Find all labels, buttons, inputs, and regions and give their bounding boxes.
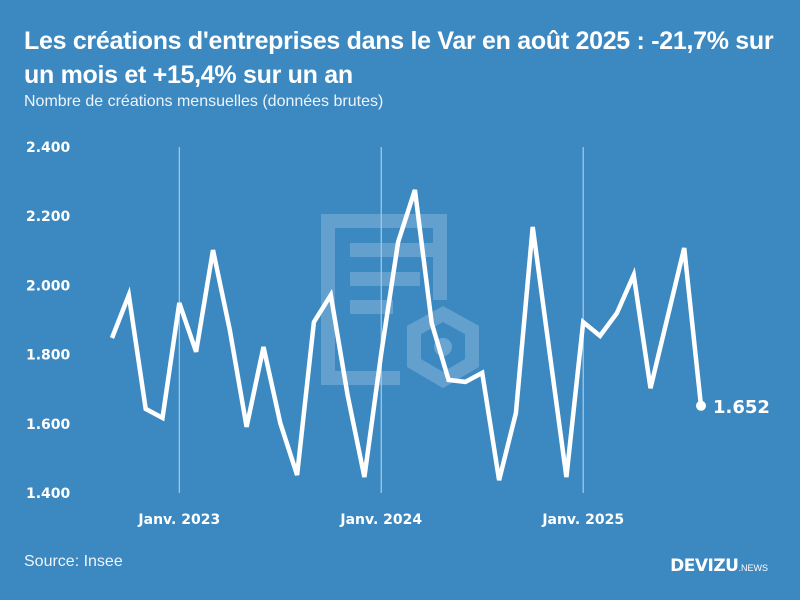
data-point [312,320,316,324]
data-point [379,351,383,355]
data-point [581,320,585,324]
data-point [447,378,451,382]
x-tick-label: Janv. 2023 [137,512,220,528]
data-point [632,273,636,277]
logo-suffix: .NEWS [738,563,768,573]
data-point [413,188,417,192]
x-tick-label: Janv. 2025 [541,512,624,528]
last-value-label: 1.652 [713,397,770,418]
data-point [665,316,669,320]
data-point [245,425,249,429]
x-tick-label: Janv. 2024 [339,512,422,528]
data-point [497,478,501,482]
x-axis: Janv. 2023 Janv. 2024 Janv. 2025 [137,512,624,528]
data-point [362,475,366,479]
y-tick-label: 2.200 [26,209,71,225]
data-point [615,311,619,315]
data-point [329,293,333,297]
data-point [211,248,215,252]
data-point [564,475,568,479]
data-point [346,393,350,397]
last-point-marker [696,400,706,411]
y-tick-label: 2.400 [26,140,71,156]
data-point [396,240,400,244]
y-tick-label: 1.400 [26,486,71,502]
data-point [228,328,232,332]
data-point [430,321,434,325]
series-line [109,189,704,481]
data-point [649,386,653,390]
y-axis: 1.400 1.600 1.800 2.000 2.200 2.400 [26,140,71,502]
data-point [682,246,686,250]
chart-subtitle: Nombre de créations mensuelles (données … [24,93,384,110]
y-tick-label: 2.000 [26,278,71,294]
y-tick-label: 1.600 [26,417,71,433]
data-point [261,345,265,349]
data-point [144,407,148,411]
data-point [514,411,518,415]
logo-brand: DEVIZU [670,556,739,576]
data-point [127,293,131,297]
source-note: Source: Insee [24,553,123,570]
data-point [463,380,467,384]
data-point [110,336,114,340]
data-point [548,350,552,354]
y-tick-label: 1.800 [26,348,71,364]
devizu-logo: DEVIZU.NEWS [670,556,768,576]
data-point [194,350,198,354]
data-point [480,371,484,375]
data-point [531,225,535,229]
data-point [295,473,299,477]
data-point [598,334,602,338]
data-point [160,416,164,420]
chart-title: Les créations d'entreprises dans le Var … [24,27,774,89]
data-point [177,301,181,305]
data-point [278,421,282,425]
document-gear-icon [321,214,479,389]
